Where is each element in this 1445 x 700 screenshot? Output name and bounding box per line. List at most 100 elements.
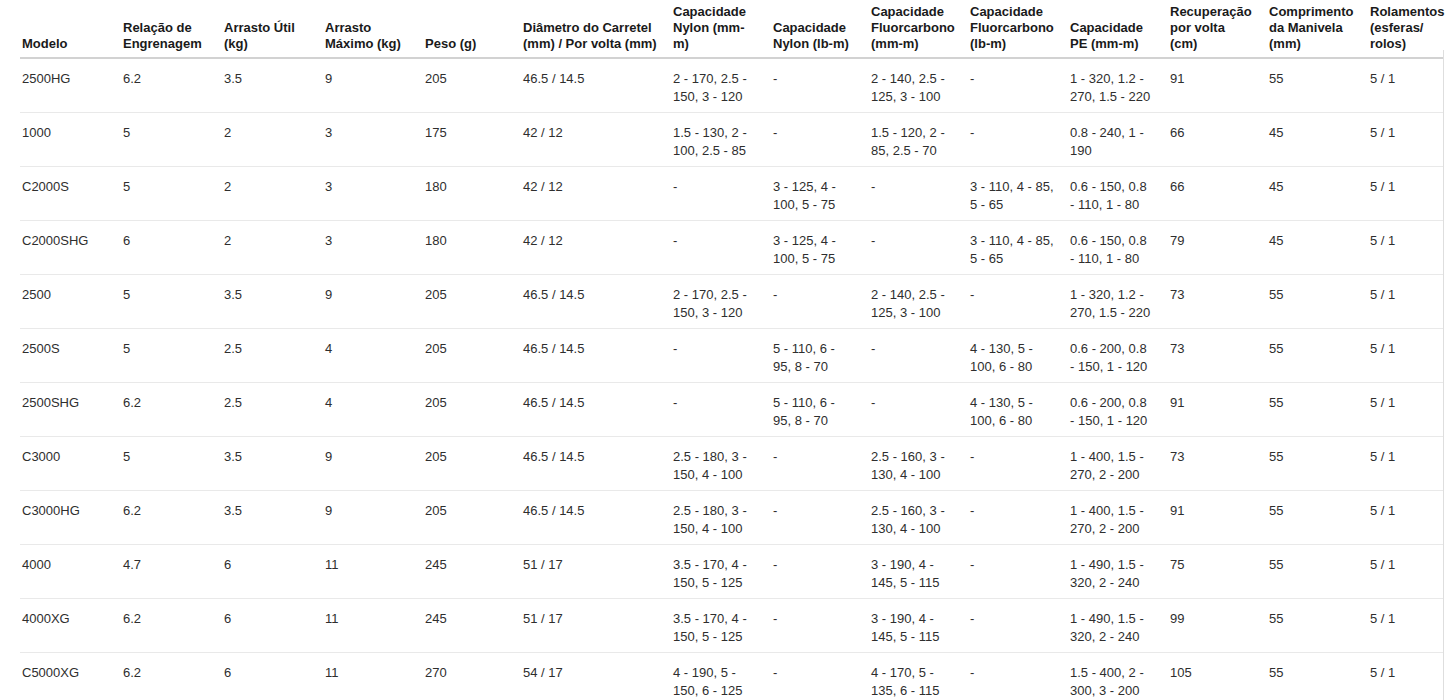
spec-cell-cap-fluor-lb: - [970, 274, 1070, 328]
spec-cell-cap-nylon-lb: - [773, 436, 871, 490]
model-cell: 1000 [20, 112, 123, 166]
spec-cell-cap-nylon-mm: - [673, 166, 773, 220]
spec-cell-arrasto-maximo: 3 [325, 166, 425, 220]
table-row: 40004.761124551 / 173.5 - 170, 4 - 150, … [20, 544, 1443, 598]
spec-cell-arrasto-maximo: 11 [325, 652, 425, 700]
spec-cell-cap-pe: 1.5 - 400, 2 - 300, 3 - 200 [1070, 652, 1170, 700]
spec-cell-cap-pe: 1 - 320, 1.2 - 270, 1.5 - 220 [1070, 274, 1170, 328]
spec-cell-peso: 270 [425, 652, 523, 700]
spec-cell-rolamentos: 5 / 1 [1370, 382, 1443, 436]
spec-cell-cap-fluor-lb: - [970, 598, 1070, 652]
spec-cell-cap-pe: 0.6 - 200, 0.8 - 150, 1 - 120 [1070, 328, 1170, 382]
table-header: ModeloRelação de EngrenagemArrasto Útil … [20, 0, 1443, 58]
spec-cell-relacao-engrenagem: 5 [123, 112, 224, 166]
spec-cell-arrasto-util: 3.5 [224, 58, 325, 112]
spec-cell-rolamentos: 5 / 1 [1370, 58, 1443, 112]
table-row: 4000XG6.261124551 / 173.5 - 170, 4 - 150… [20, 598, 1443, 652]
spec-cell-comprimento-manivela: 55 [1269, 544, 1370, 598]
table-row: 2500SHG6.22.5420546.5 / 14.5-5 - 110, 6 … [20, 382, 1443, 436]
header-row: ModeloRelação de EngrenagemArrasto Útil … [20, 0, 1443, 58]
spec-cell-cap-fluor-mm: - [871, 220, 970, 274]
spec-cell-cap-fluor-mm: 2.5 - 160, 3 - 130, 4 - 100 [871, 436, 970, 490]
spec-cell-arrasto-util: 6 [224, 652, 325, 700]
spec-cell-rolamentos: 5 / 1 [1370, 490, 1443, 544]
column-header-cap-pe: Capacidade PE (mm-m) [1070, 0, 1170, 58]
spec-cell-cap-fluor-lb: - [970, 652, 1070, 700]
table-row: 250053.5920546.5 / 14.52 - 170, 2.5 - 15… [20, 274, 1443, 328]
spec-cell-cap-nylon-lb: - [773, 112, 871, 166]
spec-cell-relacao-engrenagem: 6.2 [123, 58, 224, 112]
spec-cell-arrasto-maximo: 3 [325, 220, 425, 274]
spec-cell-peso: 180 [425, 166, 523, 220]
spec-cell-arrasto-util: 2 [224, 112, 325, 166]
spec-cell-cap-nylon-mm: - [673, 382, 773, 436]
column-header-rolamentos: Rolamentos (esferas/ rolos) [1370, 0, 1443, 58]
spec-cell-comprimento-manivela: 55 [1269, 598, 1370, 652]
spec-cell-arrasto-maximo: 3 [325, 112, 425, 166]
spec-cell-relacao-engrenagem: 6.2 [123, 490, 224, 544]
column-header-arrasto-maximo: Arrasto Máximo (kg) [325, 0, 425, 58]
spec-cell-rolamentos: 5 / 1 [1370, 274, 1443, 328]
spec-cell-cap-pe: 1 - 490, 1.5 - 320, 2 - 240 [1070, 598, 1170, 652]
column-header-cap-fluor-mm: Capacidade Fluorcarbono (mm-m) [871, 0, 970, 58]
spec-cell-cap-nylon-mm: 2.5 - 180, 3 - 150, 4 - 100 [673, 436, 773, 490]
spec-cell-cap-pe: 1 - 400, 1.5 - 270, 2 - 200 [1070, 490, 1170, 544]
table-row: 2500HG6.23.5920546.5 / 14.52 - 170, 2.5 … [20, 58, 1443, 112]
model-cell: 2500 [20, 274, 123, 328]
spec-cell-cap-pe: 1 - 490, 1.5 - 320, 2 - 240 [1070, 544, 1170, 598]
spec-cell-recuperacao-volta: 99 [1170, 598, 1269, 652]
spec-cell-cap-pe: 0.6 - 150, 0.8 - 110, 1 - 80 [1070, 220, 1170, 274]
spec-cell-arrasto-maximo: 9 [325, 274, 425, 328]
column-header-relacao-engrenagem: Relação de Engrenagem [123, 0, 224, 58]
reel-specs-section: ModeloRelação de EngrenagemArrasto Útil … [0, 0, 1445, 700]
spec-cell-cap-nylon-lb: - [773, 652, 871, 700]
spec-cell-peso: 205 [425, 274, 523, 328]
spec-cell-cap-nylon-lb: 5 - 110, 6 - 95, 8 - 70 [773, 328, 871, 382]
column-header-cap-nylon-lb: Capacidade Nylon (lb-m) [773, 0, 871, 58]
spec-cell-cap-fluor-lb: - [970, 436, 1070, 490]
spec-cell-relacao-engrenagem: 6.2 [123, 652, 224, 700]
spec-cell-cap-fluor-mm: 3 - 190, 4 - 145, 5 - 115 [871, 598, 970, 652]
spec-cell-comprimento-manivela: 55 [1269, 382, 1370, 436]
spec-cell-recuperacao-volta: 79 [1170, 220, 1269, 274]
spec-cell-recuperacao-volta: 73 [1170, 328, 1269, 382]
spec-cell-recuperacao-volta: 73 [1170, 274, 1269, 328]
spec-cell-arrasto-maximo: 11 [325, 544, 425, 598]
spec-cell-cap-fluor-lb: - [970, 112, 1070, 166]
spec-cell-rolamentos: 5 / 1 [1370, 166, 1443, 220]
spec-cell-cap-nylon-lb: - [773, 598, 871, 652]
spec-cell-cap-nylon-mm: 2 - 170, 2.5 - 150, 3 - 120 [673, 274, 773, 328]
spec-cell-rolamentos: 5 / 1 [1370, 436, 1443, 490]
spec-cell-relacao-engrenagem: 5 [123, 436, 224, 490]
spec-cell-arrasto-util: 6 [224, 598, 325, 652]
spec-cell-cap-nylon-mm: - [673, 220, 773, 274]
spec-cell-diametro-carretel: 54 / 17 [523, 652, 673, 700]
model-cell: C2000S [20, 166, 123, 220]
spec-cell-cap-fluor-mm: 4 - 170, 5 - 135, 6 - 115 [871, 652, 970, 700]
spec-cell-diametro-carretel: 42 / 12 [523, 220, 673, 274]
model-cell: 2500SHG [20, 382, 123, 436]
spec-cell-diametro-carretel: 42 / 12 [523, 166, 673, 220]
spec-cell-arrasto-util: 2.5 [224, 328, 325, 382]
spec-cell-relacao-engrenagem: 5 [123, 166, 224, 220]
spec-cell-cap-nylon-lb: - [773, 58, 871, 112]
table-row: C2000S52318042 / 12-3 - 125, 4 - 100, 5 … [20, 166, 1443, 220]
spec-cell-diametro-carretel: 46.5 / 14.5 [523, 328, 673, 382]
table-body: 2500HG6.23.5920546.5 / 14.52 - 170, 2.5 … [20, 58, 1443, 700]
spec-cell-cap-pe: 1 - 400, 1.5 - 270, 2 - 200 [1070, 436, 1170, 490]
spec-cell-peso: 205 [425, 328, 523, 382]
spec-cell-cap-fluor-mm: - [871, 328, 970, 382]
model-cell: 4000 [20, 544, 123, 598]
spec-cell-diametro-carretel: 51 / 17 [523, 598, 673, 652]
spec-cell-comprimento-manivela: 45 [1269, 220, 1370, 274]
spec-cell-diametro-carretel: 46.5 / 14.5 [523, 436, 673, 490]
spec-cell-rolamentos: 5 / 1 [1370, 112, 1443, 166]
spec-cell-cap-pe: 0.8 - 240, 1 - 190 [1070, 112, 1170, 166]
spec-cell-comprimento-manivela: 55 [1269, 652, 1370, 700]
spec-cell-arrasto-util: 3.5 [224, 274, 325, 328]
spec-cell-cap-nylon-lb: - [773, 490, 871, 544]
spec-cell-cap-nylon-lb: 3 - 125, 4 - 100, 5 - 75 [773, 220, 871, 274]
spec-cell-cap-pe: 0.6 - 200, 0.8 - 150, 1 - 120 [1070, 382, 1170, 436]
spec-cell-peso: 205 [425, 382, 523, 436]
spec-cell-relacao-engrenagem: 5 [123, 274, 224, 328]
